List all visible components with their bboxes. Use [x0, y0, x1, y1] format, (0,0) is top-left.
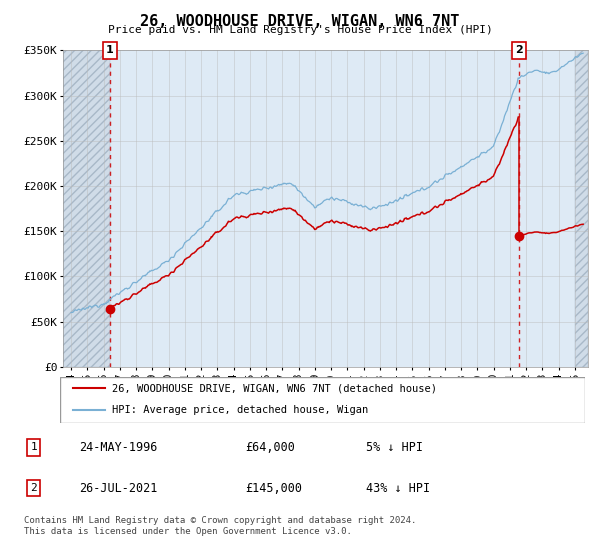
FancyBboxPatch shape [60, 377, 585, 423]
Text: £145,000: £145,000 [245, 482, 302, 494]
Text: 26, WOODHOUSE DRIVE, WIGAN, WN6 7NT (detached house): 26, WOODHOUSE DRIVE, WIGAN, WN6 7NT (det… [113, 384, 437, 393]
Text: Price paid vs. HM Land Registry's House Price Index (HPI): Price paid vs. HM Land Registry's House … [107, 25, 493, 35]
Text: 26, WOODHOUSE DRIVE, WIGAN, WN6 7NT: 26, WOODHOUSE DRIVE, WIGAN, WN6 7NT [140, 14, 460, 29]
Text: 43% ↓ HPI: 43% ↓ HPI [366, 482, 430, 494]
Text: 24-MAY-1996: 24-MAY-1996 [79, 441, 158, 454]
Text: 2: 2 [31, 483, 37, 493]
Text: 2: 2 [515, 45, 523, 55]
Text: 26-JUL-2021: 26-JUL-2021 [79, 482, 158, 494]
Text: £64,000: £64,000 [245, 441, 295, 454]
Text: 5% ↓ HPI: 5% ↓ HPI [366, 441, 423, 454]
Text: HPI: Average price, detached house, Wigan: HPI: Average price, detached house, Wiga… [113, 405, 369, 415]
Text: Contains HM Land Registry data © Crown copyright and database right 2024.
This d: Contains HM Land Registry data © Crown c… [24, 516, 416, 536]
Text: 1: 1 [31, 442, 37, 452]
Text: 1: 1 [106, 45, 113, 55]
